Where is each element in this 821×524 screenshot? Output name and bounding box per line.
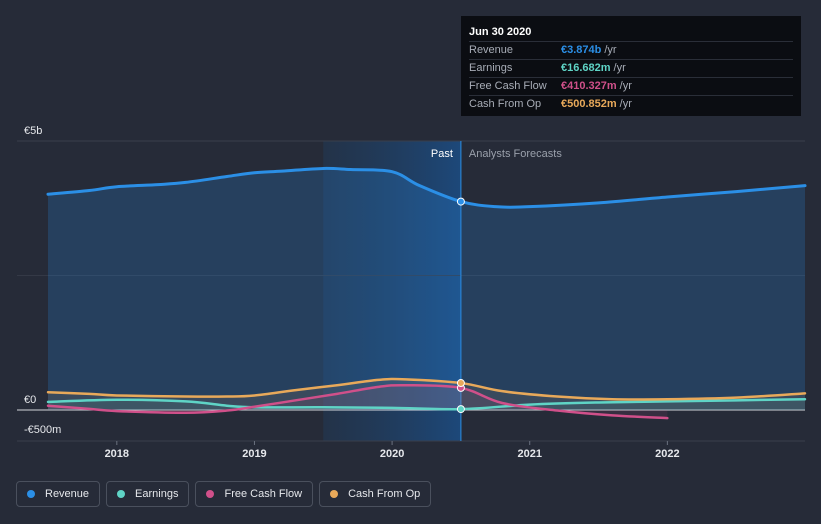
past-highlight-band bbox=[323, 141, 461, 441]
tooltip-value: €500.852m bbox=[561, 98, 617, 110]
y-tick-label-top: €5b bbox=[24, 125, 42, 137]
tooltip: Jun 30 2020 Revenue €3.874b /yr Earnings… bbox=[461, 16, 801, 116]
grid-lines bbox=[17, 140, 805, 442]
x-tick-label: 2019 bbox=[242, 448, 266, 460]
tooltip-row-cash-from-op: Cash From Op €500.852m /yr bbox=[469, 95, 793, 113]
tooltip-value: €3.874b bbox=[561, 44, 602, 56]
earnings-marker bbox=[456, 405, 465, 414]
tooltip-row-earnings: Earnings €16.682m /yr bbox=[469, 59, 793, 77]
x-tick-label: 2020 bbox=[380, 448, 404, 460]
free-cash-flow-area bbox=[48, 385, 668, 419]
revenue-line bbox=[46, 166, 807, 209]
legend-item-revenue[interactable]: Revenue bbox=[16, 481, 101, 507]
tooltip-unit: /yr bbox=[619, 80, 632, 92]
legend-label: Free Cash Flow bbox=[224, 488, 303, 500]
tooltip-label: Cash From Op bbox=[469, 98, 542, 110]
series-markers bbox=[456, 197, 465, 414]
tooltip-value: €410.327m bbox=[561, 80, 617, 92]
revenue-marker bbox=[456, 197, 465, 206]
legend-dot-icon bbox=[27, 490, 35, 498]
legend-dot-icon bbox=[117, 490, 126, 498]
tooltip-value: €16.682m bbox=[561, 62, 611, 74]
revenue-area bbox=[48, 168, 805, 410]
tooltip-label: Free Cash Flow bbox=[469, 80, 547, 92]
tooltip-unit: /yr bbox=[613, 62, 626, 74]
tooltip-row-revenue: Revenue €3.874b /yr bbox=[469, 41, 793, 59]
x-tick-label: 2018 bbox=[105, 448, 129, 460]
y-tick-label-zero: €0 bbox=[24, 394, 36, 406]
y-tick-label-bottom: -€500m bbox=[24, 424, 61, 436]
legend-item-free-cash-flow[interactable]: Free Cash Flow bbox=[195, 481, 314, 507]
free-cash-flow-line bbox=[46, 383, 669, 420]
legend-label: Revenue bbox=[45, 488, 90, 500]
legend-dot-icon bbox=[206, 490, 215, 498]
past-label: Past bbox=[431, 148, 453, 160]
earnings-line bbox=[46, 397, 807, 411]
legend-dot-icon bbox=[330, 490, 339, 498]
chart: €5b €0 -€500m 2018 2019 2020 2021 2022 P… bbox=[17, 125, 807, 460]
cash-from-op-marker bbox=[456, 379, 465, 388]
x-tick-label: 2021 bbox=[517, 448, 541, 460]
y-axis: €5b €0 -€500m bbox=[24, 125, 61, 436]
tooltip-row-free-cash-flow: Free Cash Flow €410.327m /yr bbox=[469, 77, 793, 95]
x-tick-label: 2022 bbox=[655, 448, 679, 460]
series-lines bbox=[46, 166, 807, 420]
forecast-label: Analysts Forecasts bbox=[469, 148, 562, 160]
tooltip-unit: /yr bbox=[619, 98, 632, 110]
legend-item-earnings[interactable]: Earnings bbox=[106, 481, 190, 507]
cash-from-op-line bbox=[46, 377, 807, 401]
legend-label: Earnings bbox=[135, 488, 179, 500]
tooltip-label: Earnings bbox=[469, 62, 513, 74]
legend-item-cash-from-op[interactable]: Cash From Op bbox=[319, 481, 432, 507]
legend-label: Cash From Op bbox=[348, 488, 421, 500]
tooltip-unit: /yr bbox=[604, 44, 617, 56]
legend: Revenue Earnings Free Cash Flow Cash Fro… bbox=[16, 481, 432, 507]
tooltip-date: Jun 30 2020 bbox=[469, 26, 532, 38]
x-axis: 2018 2019 2020 2021 2022 bbox=[105, 441, 680, 460]
tooltip-label: Revenue bbox=[469, 44, 514, 56]
